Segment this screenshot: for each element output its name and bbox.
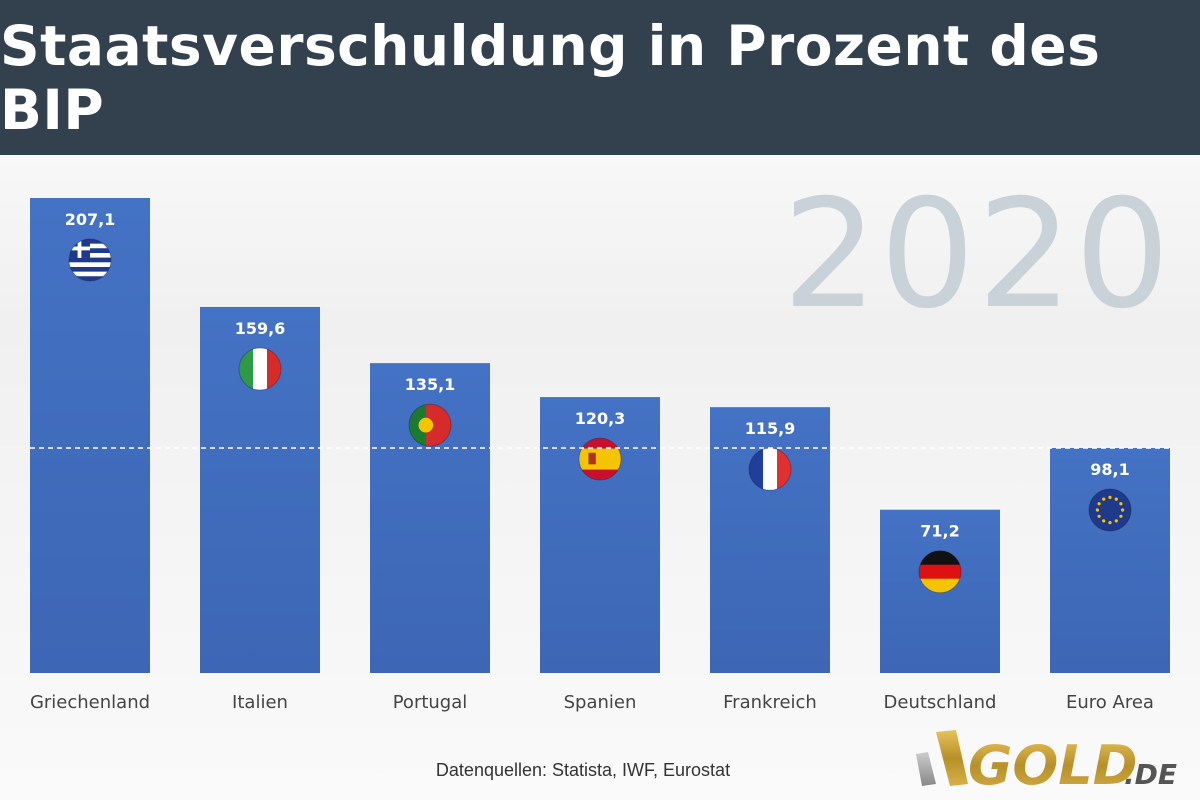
value-label: 115,9 xyxy=(745,419,796,438)
category-label: Euro Area xyxy=(1066,692,1154,713)
year-label: 2020 xyxy=(782,168,1172,342)
value-label: 135,1 xyxy=(405,375,456,394)
svg-text:GOLD: GOLD xyxy=(968,734,1137,794)
value-label: 71,2 xyxy=(920,522,959,541)
gold-de-logo: GOLD .DE xyxy=(916,730,1177,794)
svg-text:.DE: .DE xyxy=(1124,758,1177,791)
bar-euro-area xyxy=(1050,448,1170,673)
category-label: Portugal xyxy=(393,692,468,713)
spain-flag-icon xyxy=(579,438,621,481)
bar-frankreich xyxy=(710,407,830,673)
category-label: Deutschland xyxy=(884,692,997,713)
value-label: 207,1 xyxy=(65,210,116,229)
france-flag-icon xyxy=(749,448,791,491)
germany-flag-icon xyxy=(919,550,961,593)
page-title: Staatsverschuldung in Prozent des BIP xyxy=(0,13,1101,142)
value-label: 159,6 xyxy=(235,319,286,338)
italy-flag-icon xyxy=(239,347,281,390)
portugal-flag-icon xyxy=(409,404,451,447)
header-bar: Staatsverschuldung in Prozent des BIP xyxy=(0,0,1200,155)
category-label: Spanien xyxy=(564,692,637,713)
source-note: Datenquellen: Statista, IWF, Eurostat xyxy=(435,760,731,780)
greece-flag-icon xyxy=(69,239,111,281)
value-label: 120,3 xyxy=(575,409,626,428)
category-label: Italien xyxy=(232,692,288,713)
category-label: Frankreich xyxy=(723,692,817,713)
category-label: Griechenland xyxy=(30,692,150,713)
value-label: 98,1 xyxy=(1090,460,1129,479)
eu-flag-icon xyxy=(1089,489,1131,531)
